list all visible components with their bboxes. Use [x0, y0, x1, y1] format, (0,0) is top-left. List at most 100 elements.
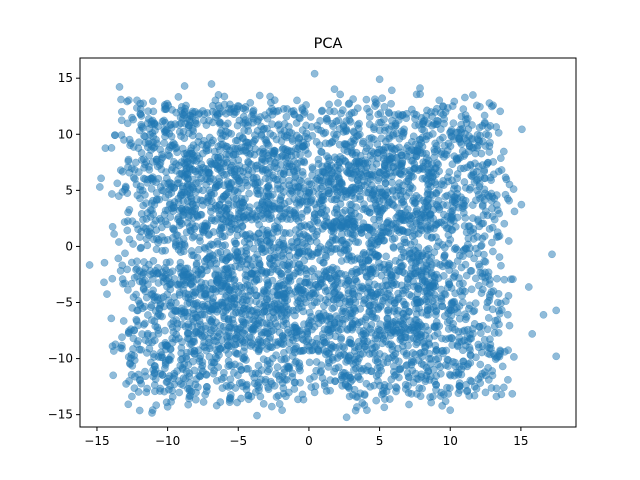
- scatter-point: [236, 306, 245, 315]
- scatter-point: [380, 403, 389, 412]
- scatter-point: [124, 400, 133, 409]
- scatter-point: [490, 329, 499, 337]
- scatter-point: [438, 334, 446, 343]
- scatter-point: [371, 102, 379, 110]
- scatter-point: [493, 228, 502, 237]
- scatter-point: [497, 306, 506, 314]
- scatter-point: [488, 102, 496, 111]
- scatter-point: [342, 127, 350, 136]
- scatter-point: [463, 386, 472, 395]
- x-tick-label: 0: [305, 434, 313, 448]
- scatter-point: [451, 358, 459, 367]
- scatter-point: [221, 191, 230, 199]
- scatter-point: [124, 286, 132, 294]
- scatter-point: [215, 146, 224, 154]
- scatter-point: [323, 115, 331, 123]
- scatter-point: [100, 258, 109, 267]
- scatter-point: [277, 309, 286, 318]
- scatter-point: [385, 109, 393, 118]
- scatter-point: [133, 257, 141, 266]
- scatter-point: [378, 339, 387, 348]
- scatter-point: [128, 217, 137, 226]
- scatter-point: [366, 151, 375, 160]
- scatter-point: [149, 196, 157, 205]
- scatter-point: [409, 334, 418, 343]
- scatter-point: [264, 280, 272, 289]
- scatter-point: [372, 396, 381, 405]
- scatter-point: [333, 130, 341, 139]
- scatter-point: [198, 332, 207, 341]
- scatter-point: [411, 210, 420, 219]
- scatter-point: [496, 154, 505, 163]
- scatter-point: [308, 163, 317, 172]
- scatter-point: [127, 325, 135, 334]
- scatter-point: [476, 360, 485, 369]
- scatter-point: [272, 370, 280, 378]
- scatter-point: [114, 192, 123, 200]
- scatter-point: [386, 229, 395, 238]
- chart-title: PCA: [314, 36, 343, 52]
- scatter-point: [150, 381, 159, 389]
- scatter-point: [245, 151, 254, 159]
- scatter-point: [444, 390, 453, 398]
- scatter-point: [453, 257, 462, 265]
- scatter-point: [371, 95, 379, 104]
- scatter-point: [317, 147, 325, 156]
- scatter-point: [461, 310, 469, 319]
- scatter-point: [161, 340, 170, 349]
- scatter-point: [235, 362, 244, 371]
- scatter-point: [342, 413, 351, 422]
- scatter-point: [163, 282, 171, 291]
- scatter-point: [446, 128, 454, 137]
- scatter-point: [265, 215, 273, 223]
- scatter-point: [365, 248, 374, 257]
- scatter-point: [343, 326, 352, 334]
- scatter-point: [163, 402, 172, 411]
- scatter-point: [423, 195, 432, 204]
- scatter-point: [141, 367, 149, 376]
- scatter-point: [101, 144, 110, 153]
- scatter-point: [252, 212, 261, 220]
- scatter-point: [476, 102, 484, 111]
- scatter-point: [162, 378, 171, 387]
- scatter-point: [218, 254, 227, 262]
- scatter-point: [282, 112, 291, 121]
- scatter-point: [310, 291, 318, 300]
- scatter-point: [210, 336, 219, 345]
- scatter-point: [453, 245, 461, 254]
- scatter-point: [305, 358, 314, 367]
- scatter-point: [376, 320, 384, 329]
- scatter-point: [448, 334, 456, 343]
- scatter-point: [415, 121, 423, 129]
- scatter-point: [352, 167, 361, 176]
- scatter-point: [327, 195, 336, 204]
- x-tick-label: 10: [443, 434, 458, 448]
- scatter-point: [475, 281, 483, 290]
- x-tick-label: −5: [229, 434, 247, 448]
- scatter-point: [166, 302, 175, 311]
- scatter-point: [296, 277, 304, 286]
- scatter-point: [251, 145, 260, 153]
- scatter-point: [459, 204, 467, 212]
- scatter-point: [483, 303, 491, 312]
- scatter-point: [408, 366, 417, 375]
- scatter-point: [439, 102, 447, 110]
- scatter-point: [140, 258, 148, 266]
- scatter-point: [426, 225, 435, 233]
- scatter-point: [191, 167, 200, 176]
- scatter-point: [341, 381, 350, 389]
- scatter-point: [379, 196, 388, 204]
- scatter-point: [156, 145, 165, 154]
- scatter-point: [460, 178, 469, 186]
- scatter-point: [258, 164, 267, 173]
- scatter-point: [349, 391, 357, 399]
- scatter-point: [209, 285, 217, 294]
- scatter-point: [471, 159, 479, 168]
- scatter-point: [216, 398, 225, 406]
- scatter-point: [192, 144, 201, 152]
- scatter-point: [411, 114, 419, 123]
- scatter-point: [505, 321, 514, 330]
- scatter-point: [266, 192, 275, 201]
- scatter-point: [164, 206, 172, 214]
- scatter-point: [368, 163, 377, 171]
